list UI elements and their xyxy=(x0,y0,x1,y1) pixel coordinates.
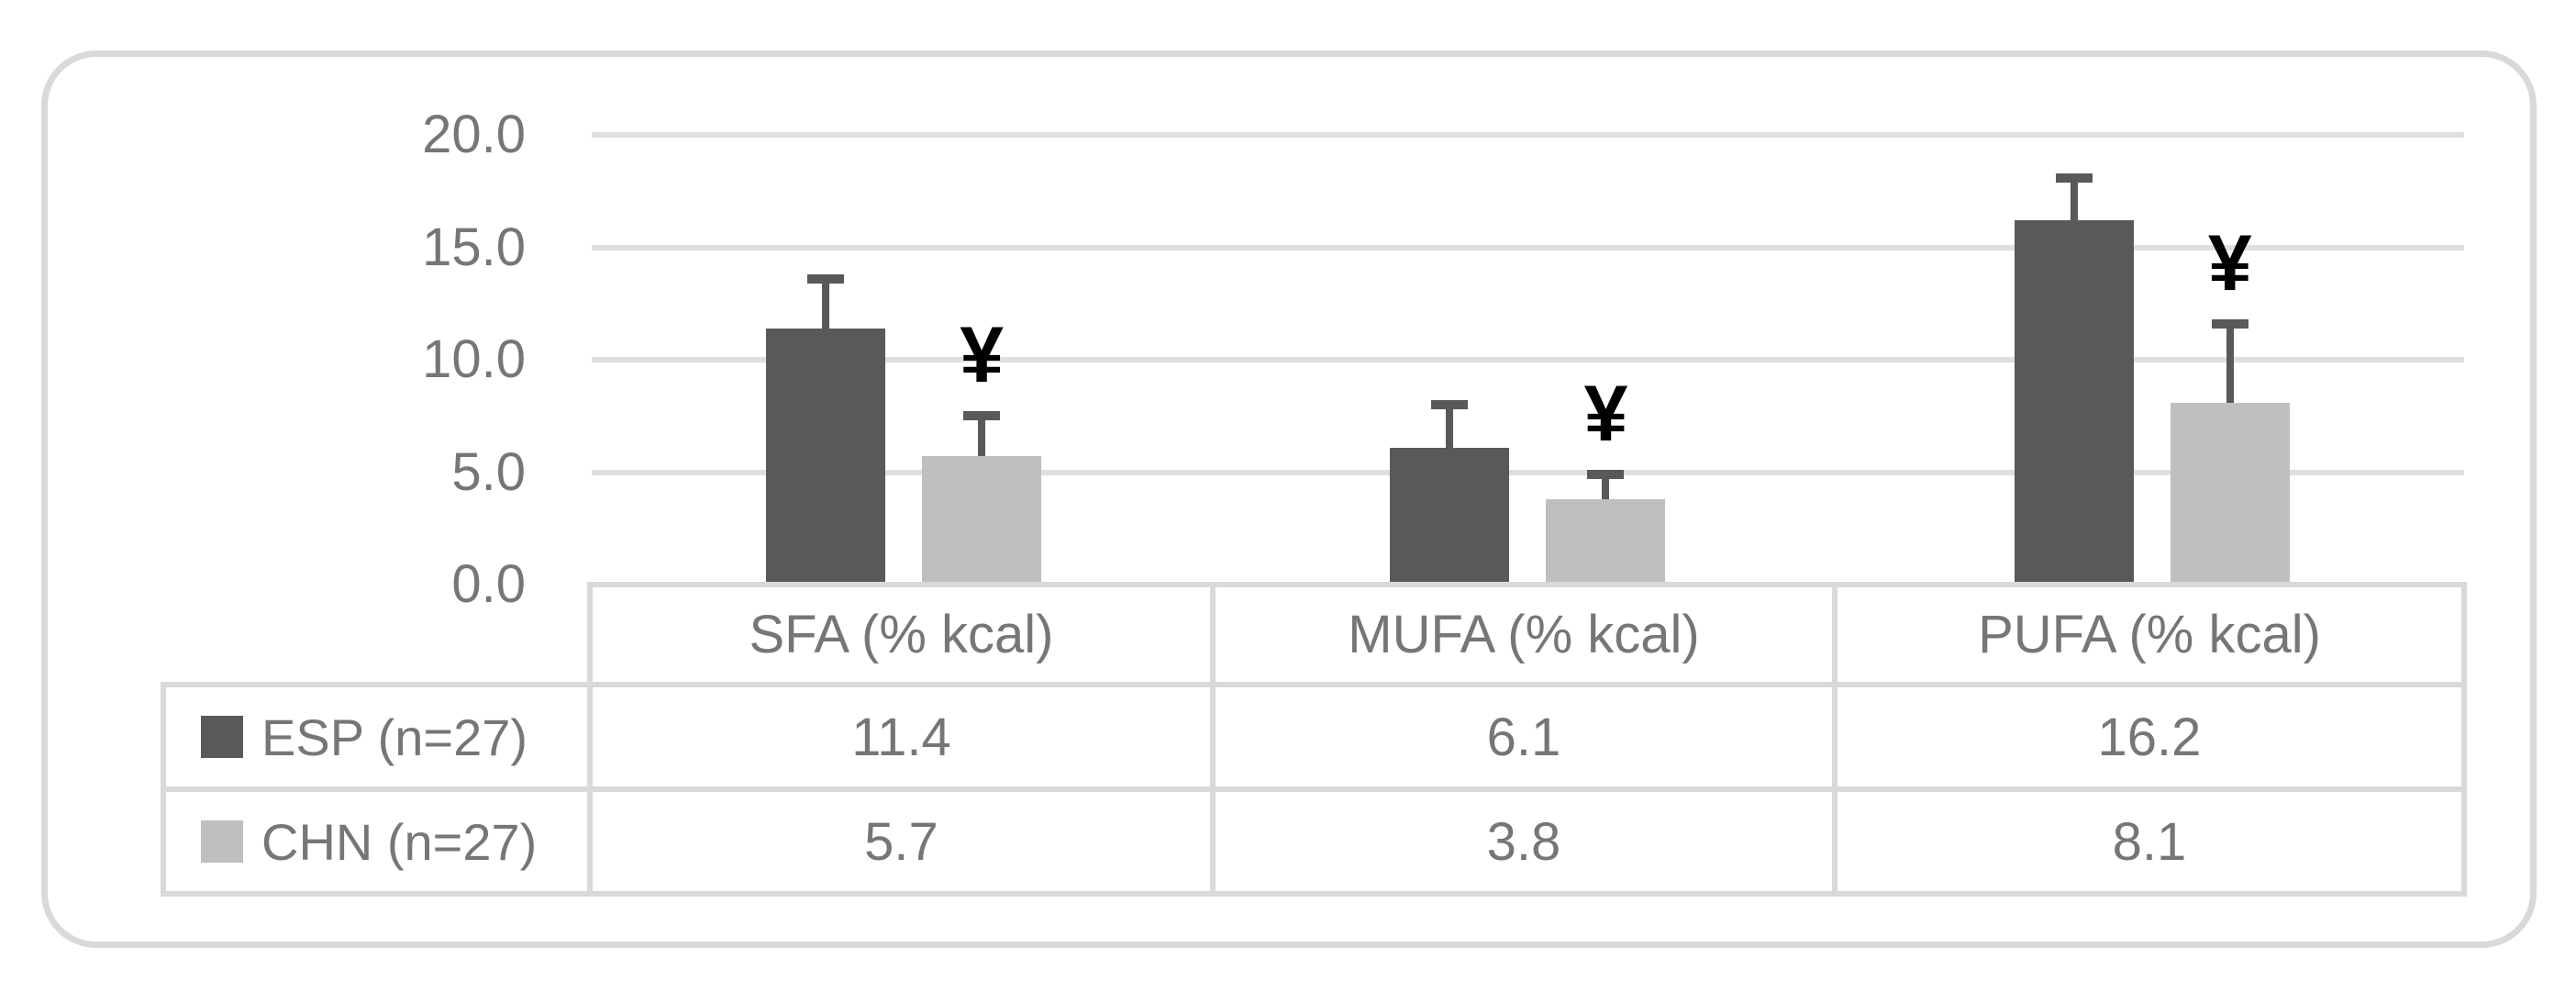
significance-marker-yen: ¥ xyxy=(1583,370,1628,459)
y-axis-tick-labels: 20.0 15.0 10.0 5.0 0.0 xyxy=(229,105,526,614)
y-axis-tick-label: 5.0 xyxy=(451,441,526,502)
plot-area: ¥ ¥ ¥ xyxy=(592,132,2464,587)
y-axis-tick-label: 10.0 xyxy=(422,329,526,389)
error-bar-stem xyxy=(978,411,986,457)
error-bar xyxy=(1431,400,1469,448)
table-corner-empty xyxy=(163,585,590,685)
bar-esp-sfa xyxy=(766,273,886,585)
significance-marker-yen: ¥ xyxy=(2207,218,2252,307)
gridline xyxy=(592,132,2464,138)
table-value-cell: 5.7 xyxy=(587,786,1216,897)
error-bar xyxy=(2211,318,2248,403)
error-bar-stem xyxy=(2070,173,2078,221)
table-header-row: SFA (% kcal) MUFA (% kcal) PUFA (% kcal) xyxy=(163,582,2467,687)
significance-marker-yen: ¥ xyxy=(960,311,1005,400)
legend-cell: CHN (n=27) xyxy=(161,786,593,897)
y-axis-tick-label: 0.0 xyxy=(451,554,526,614)
error-bar xyxy=(2055,173,2093,221)
gridline xyxy=(592,357,2464,362)
y-axis-tick-label: 15.0 xyxy=(422,217,526,277)
bar-group-sfa: ¥ xyxy=(592,135,1216,585)
gridline xyxy=(592,244,2464,251)
legend-cell: ESP (n=27) xyxy=(161,682,593,792)
bar-esp-mufa xyxy=(1390,400,1510,585)
error-bar-stem xyxy=(2226,318,2234,403)
legend-swatch xyxy=(201,820,243,863)
y-axis-tick-label: 20.0 xyxy=(422,105,526,164)
error-bar-stem xyxy=(822,273,830,329)
bar-chn-sfa: ¥ xyxy=(922,316,1042,585)
table-value-cell: 11.4 xyxy=(587,682,1216,792)
table-value-cell: 16.2 xyxy=(1832,682,2467,792)
error-bar-cap xyxy=(807,273,845,284)
error-bar-cap xyxy=(1587,470,1625,480)
error-bar-cap xyxy=(1431,400,1469,410)
legend-label: CHN (n=27) xyxy=(261,812,538,871)
table-header-pufa: PUFA (% kcal) xyxy=(1832,582,2467,687)
error-bar xyxy=(963,411,1001,457)
error-bar-stem xyxy=(1602,470,1610,499)
bar-esp-pufa xyxy=(2014,173,2134,585)
table-value-cell: 3.8 xyxy=(1210,786,1838,897)
table-value-cell: 6.1 xyxy=(1210,682,1838,792)
bar-chn-mufa: ¥ xyxy=(1546,374,1666,585)
error-bar xyxy=(807,273,845,329)
error-bar-cap xyxy=(2211,318,2248,329)
bar-group-pufa: ¥ xyxy=(1840,135,2464,585)
table-header-sfa: SFA (% kcal) xyxy=(587,582,1216,687)
legend-label: ESP (n=27) xyxy=(261,708,528,766)
error-bar-cap xyxy=(963,411,1001,421)
gridline xyxy=(592,469,2464,475)
data-table: SFA (% kcal) MUFA (% kcal) PUFA (% kcal) ES… xyxy=(161,582,2467,897)
table-value-cell: 8.1 xyxy=(1832,786,2467,897)
error-bar-cap xyxy=(2055,173,2093,183)
table-header-mufa: MUFA (% kcal) xyxy=(1210,582,1838,687)
bar-chn-pufa: ¥ xyxy=(2170,224,2290,585)
bar-group-mufa: ¥ xyxy=(1216,135,1839,585)
error-bar-stem xyxy=(1446,400,1454,448)
error-bar xyxy=(1587,470,1625,499)
legend-swatch xyxy=(201,716,243,758)
table-row-esp: ESP (n=27) 11.4 6.1 16.2 xyxy=(161,682,2467,792)
table-row-chn: CHN (n=27) 5.7 3.8 8.1 xyxy=(161,786,2467,897)
